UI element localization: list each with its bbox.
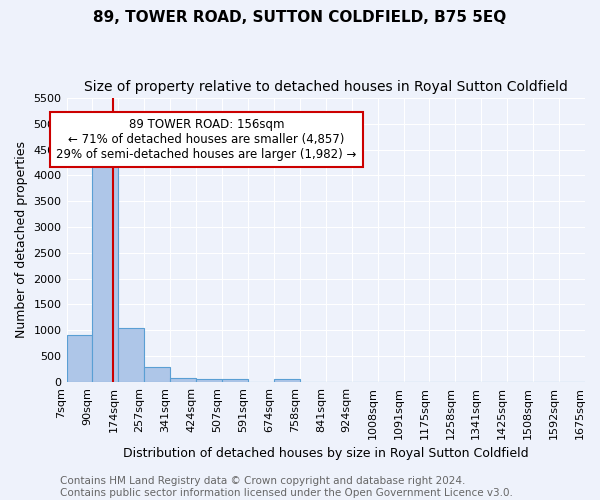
Bar [92, 147, 118, 382]
Y-axis label: Number of detached properties: Number of detached properties [15, 142, 28, 338]
Title: Size of property relative to detached houses in Royal Sutton Coldfield: Size of property relative to detached ho… [84, 80, 568, 94]
Bar [145, 367, 170, 382]
Text: Contains HM Land Registry data © Crown copyright and database right 2024.
Contai: Contains HM Land Registry data © Crown c… [60, 476, 513, 498]
Bar [170, 378, 196, 382]
Bar [67, 336, 92, 382]
Text: 89 TOWER ROAD: 156sqm
← 71% of detached houses are smaller (4,857)
29% of semi-d: 89 TOWER ROAD: 156sqm ← 71% of detached … [56, 118, 357, 161]
Bar [274, 380, 300, 382]
Bar [196, 378, 222, 382]
Bar [118, 328, 145, 382]
X-axis label: Distribution of detached houses by size in Royal Sutton Coldfield: Distribution of detached houses by size … [123, 447, 529, 460]
Text: 89, TOWER ROAD, SUTTON COLDFIELD, B75 5EQ: 89, TOWER ROAD, SUTTON COLDFIELD, B75 5E… [94, 10, 506, 25]
Bar [222, 380, 248, 382]
